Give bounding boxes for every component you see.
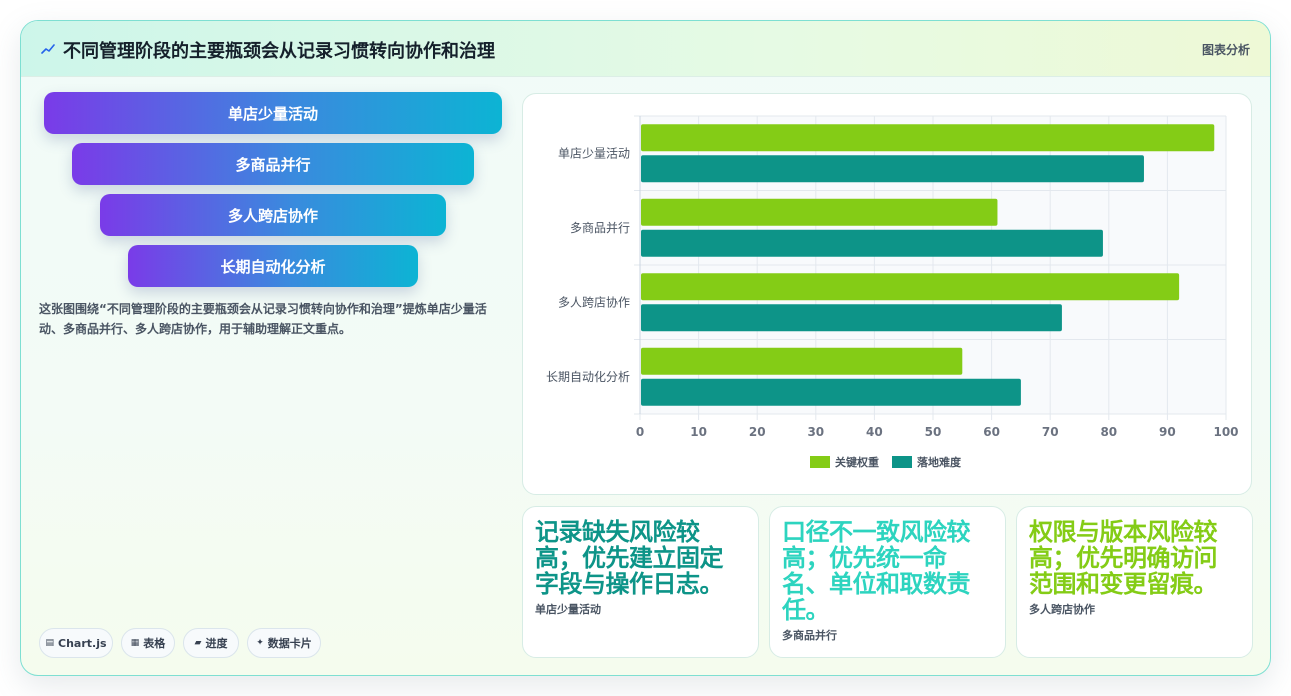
insight-title: 口径不一致风险较高；优先统一命名、单位和取数责任。 [782,518,971,624]
bar-chart: 0 10 20 30 40 50 60 70 80 90 100 单店少量活动多商品并行多人跨店协作长… [546,115,1239,469]
table-icon: ▦ [130,638,140,648]
sparkle-icon: ✦ [256,638,264,648]
chip-label: Chart.js [58,636,107,650]
insight-card-3: 权限与版本风险较高；优先明确访问范围和变更留痕。 多人跨店协作 [1016,506,1253,658]
chip-label: 数据卡片 [267,637,312,650]
funnel-step-label: 长期自动化分析 [220,257,326,276]
x-tick-label: 0 [636,425,644,439]
chip-label: 进度 [205,637,228,650]
chip-data-card[interactable]: ✦ 数据卡片 [247,628,321,658]
folder-icon: ▰ [194,638,202,648]
chip-label: 表格 [143,637,166,650]
chip-chartjs[interactable]: ▤ Chart.js [39,628,113,658]
funnel-step-4: 长期自动化分析 [128,245,418,287]
insight-card-1: 记录缺失风险较高；优先建立固定字段与操作日志。 单店少量活动 [522,506,759,658]
bar-weight [641,124,1215,152]
funnel-step-label: 单店少量活动 [227,104,318,123]
chip-table[interactable]: ▦ 表格 [121,628,175,658]
chart-analysis-tag: 图表分析 [1201,43,1250,57]
x-tick-label: 80 [1100,425,1117,439]
header: 不同管理阶段的主要瓶颈会从记录习惯转向协作和治理 图表分析 [21,21,1270,77]
legend-swatch [810,456,830,468]
bar-difficulty [641,229,1103,257]
y-tick-label: 多商品并行 [570,220,630,235]
main-card: 不同管理阶段的主要瓶颈会从记录习惯转向协作和治理 图表分析 单店少量活动 多商品… [20,20,1271,676]
chart-panel: 0 10 20 30 40 50 60 70 80 90 100 单店少量活动多商品并行多人跨店协作长… [522,93,1252,495]
chart-description: 这张图围绕“不同管理阶段的主要瓶颈会从记录习惯转向协作和治理”提炼单店少量活动、… [39,302,487,336]
chip-progress[interactable]: ▰ 进度 [183,628,239,658]
x-tick-label: 30 [807,425,824,439]
y-tick-label: 多人跨店协作 [558,294,630,309]
x-tick-label: 100 [1213,425,1238,439]
funnel-step-3: 多人跨店协作 [100,194,446,236]
y-tick-label: 长期自动化分析 [546,370,630,384]
legend-label: 关键权重 [835,455,879,469]
x-tick-label: 90 [1159,425,1176,439]
x-tick-label: 70 [1042,425,1059,439]
page-title: 不同管理阶段的主要瓶颈会从记录习惯转向协作和治理 [63,41,495,62]
x-tick-label: 10 [690,425,707,439]
bar-weight [641,273,1180,301]
legend-swatch [892,456,912,468]
funnel-step-2: 多商品并行 [72,143,474,185]
insight-label: 多人跨店协作 [1029,603,1095,616]
x-tick-label: 60 [983,425,1000,439]
trend-line-icon [41,44,55,54]
x-tick-label: 20 [749,425,766,439]
insight-label: 多商品并行 [782,629,837,642]
legend-label: 落地难度 [917,455,962,469]
x-tick-label: 40 [866,425,883,439]
bar-difficulty [641,378,1021,406]
funnel-step-1: 单店少量活动 [44,92,502,134]
funnel-step-label: 多商品并行 [235,155,311,174]
bar-difficulty [641,304,1062,332]
insight-title: 记录缺失风险较高；优先建立固定字段与操作日志。 [535,518,724,598]
insight-card-2: 口径不一致风险较高；优先统一命名、单位和取数责任。 多商品并行 [769,506,1006,658]
y-tick-label: 单店少量活动 [558,146,630,160]
bar-difficulty [641,155,1144,183]
chart-icon: ▤ [45,638,54,648]
x-tick-label: 50 [925,425,942,439]
bar-weight [641,347,963,375]
bar-weight [641,198,998,226]
insight-title: 权限与版本风险较高；优先明确访问范围和变更留痕。 [1029,518,1218,598]
funnel-step-label: 多人跨店协作 [227,206,318,225]
insight-label: 单店少量活动 [535,603,601,616]
